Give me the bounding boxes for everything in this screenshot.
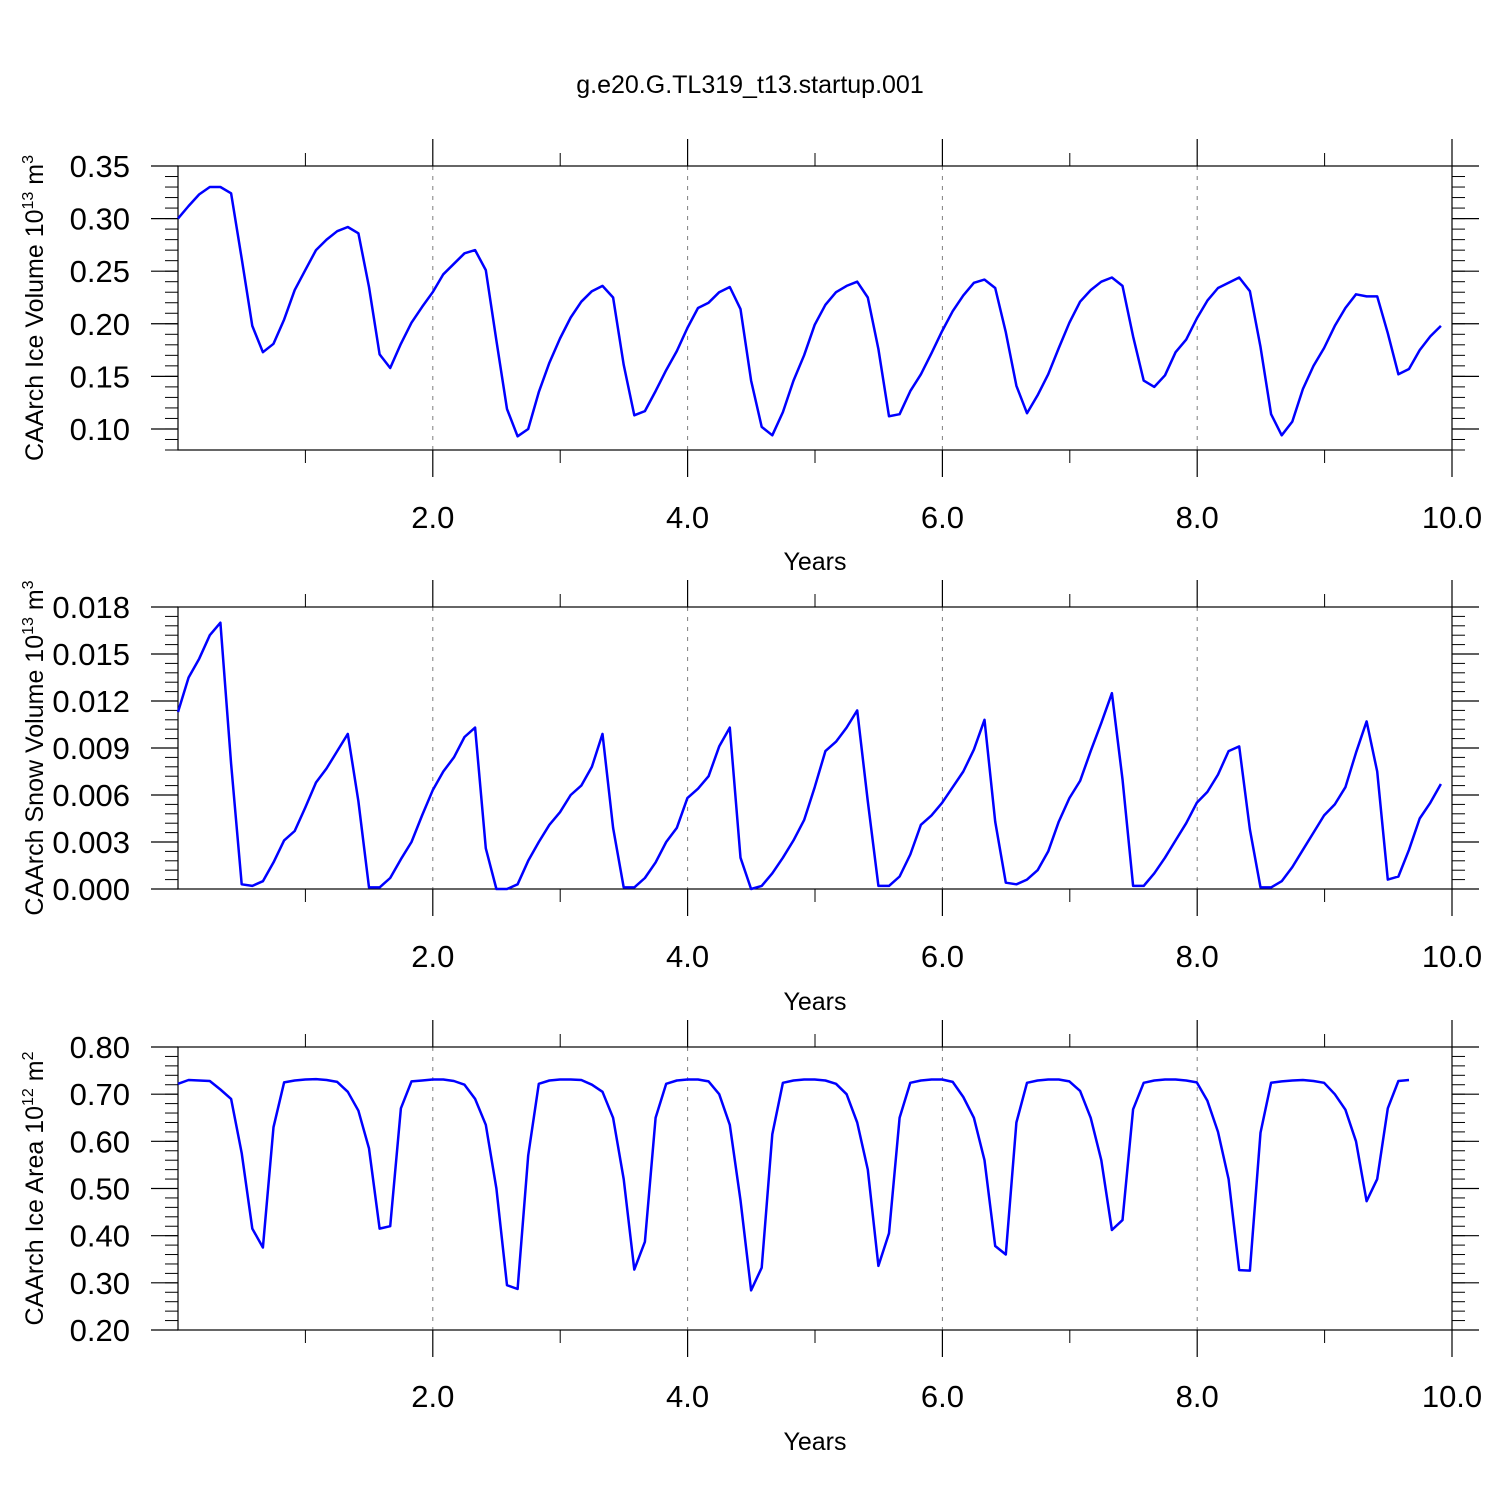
x-axis-label: Years (783, 1428, 846, 1456)
y-tick-label: 0.009 (52, 731, 130, 766)
x-tick-label: 2.0 (411, 939, 454, 974)
chart-title: g.e20.G.TL319_t13.startup.001 (576, 71, 923, 99)
y-tick-label: 0.40 (70, 1219, 130, 1254)
x-tick-label: 4.0 (666, 500, 709, 535)
y-tick-label: 0.20 (70, 1313, 130, 1348)
y-tick-label: 0.60 (70, 1124, 130, 1159)
y-axis-label: CAArch Ice Volume 1013 m3 (20, 155, 49, 461)
x-tick-label: 4.0 (666, 1379, 709, 1414)
x-tick-label: 8.0 (1176, 939, 1219, 974)
ice-volume-panel: 0.10 0.15 0.20 0.25 0.30 0.35 2.0 4.0 6.0 8.0 10.0… (20, 139, 1482, 576)
x-tick-label: 10.0 (1422, 500, 1482, 535)
y-tick-label: 0.10 (70, 412, 130, 447)
x-tick-label: 10.0 (1422, 1379, 1482, 1414)
y-tick-label: 0.35 (70, 149, 130, 184)
plot-frame (177, 1046, 1453, 1331)
y-tick-label: 0.70 (70, 1077, 130, 1112)
y-tick-label: 0.018 (52, 590, 130, 625)
x-tick-label: 6.0 (921, 500, 964, 535)
x-tick-label: 6.0 (921, 1379, 964, 1414)
y-tick-label: 0.80 (70, 1030, 130, 1065)
x-tick-label: 10.0 (1422, 939, 1482, 974)
ice-area-panel: 0.20 0.30 0.40 0.50 0.60 0.70 0.80 2.0 4.0 6.0 8.0… (20, 1020, 1482, 1456)
plot-frame (177, 165, 1453, 451)
x-tick-label: 8.0 (1176, 500, 1219, 535)
y-axis-label: CAArch Snow Volume 1013 m3 (20, 580, 49, 915)
x-axis-label: Years (783, 988, 846, 1016)
y-tick-label: 0.15 (70, 359, 130, 394)
snow-volume-panel: 0.000 0.003 0.006 0.009 0.012 0.015 0.018 2.0 4.… (20, 580, 1482, 1016)
plot-frame (177, 606, 1453, 890)
y-tick-label: 0.003 (52, 825, 130, 860)
x-tick-label: 2.0 (411, 500, 454, 535)
y-tick-label: 0.30 (70, 202, 130, 237)
series-line (177, 185, 1442, 438)
y-tick-label: 0.000 (52, 872, 130, 907)
y-tick-label: 0.015 (52, 637, 130, 672)
y-tick-label: 0.30 (70, 1266, 130, 1301)
x-tick-label: 2.0 (411, 1379, 454, 1414)
x-axis-label: Years (783, 548, 846, 576)
series-line (176, 621, 1442, 891)
y-tick-label: 0.25 (70, 254, 130, 289)
y-tick-label: 0.006 (52, 778, 130, 813)
y-tick-label: 0.50 (70, 1172, 130, 1207)
x-tick-label: 4.0 (666, 939, 709, 974)
x-tick-label: 6.0 (921, 939, 964, 974)
y-axis-label: CAArch Ice Area 1012 m2 (20, 1051, 49, 1325)
y-tick-label: 0.20 (70, 307, 130, 342)
y-tick-label: 0.012 (52, 684, 130, 719)
x-tick-label: 8.0 (1176, 1379, 1219, 1414)
series-line (177, 1077, 1410, 1292)
